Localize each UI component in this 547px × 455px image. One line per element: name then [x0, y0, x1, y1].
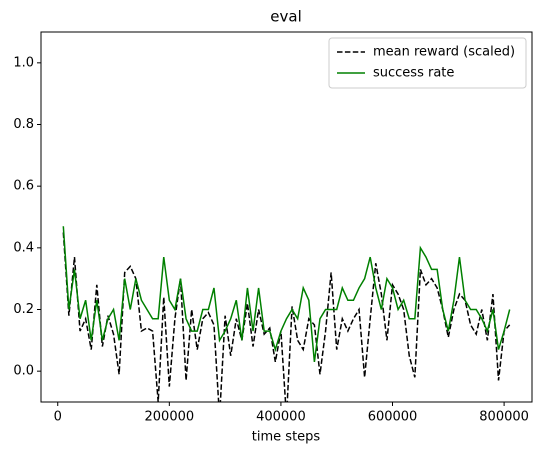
- y-tick-label: 0.6: [13, 179, 34, 194]
- series-line: [62, 232, 511, 402]
- x-tick-label: 0: [54, 410, 62, 425]
- legend-box: [328, 37, 527, 89]
- y-tick-label: 0.4: [13, 240, 34, 255]
- x-tick-label: 800000: [479, 410, 529, 425]
- x-tick-label: 600000: [368, 410, 418, 425]
- legend-label: mean reward (scaled): [373, 45, 515, 60]
- y-tick-label: 0.0: [13, 364, 34, 379]
- legend-label: success rate: [373, 66, 454, 81]
- chart-title: eval: [270, 8, 301, 26]
- plot-frame: [40, 31, 533, 403]
- y-tick-label: 1.0: [13, 55, 34, 70]
- y-tick-label: 0.8: [13, 117, 34, 132]
- x-axis-label: time steps: [252, 430, 321, 445]
- x-tick-label: 200000: [145, 410, 195, 425]
- y-tick-label: 0.2: [13, 302, 34, 317]
- plot-area: [62, 226, 511, 402]
- x-tick-label: 400000: [256, 410, 306, 425]
- series-line: [62, 226, 511, 363]
